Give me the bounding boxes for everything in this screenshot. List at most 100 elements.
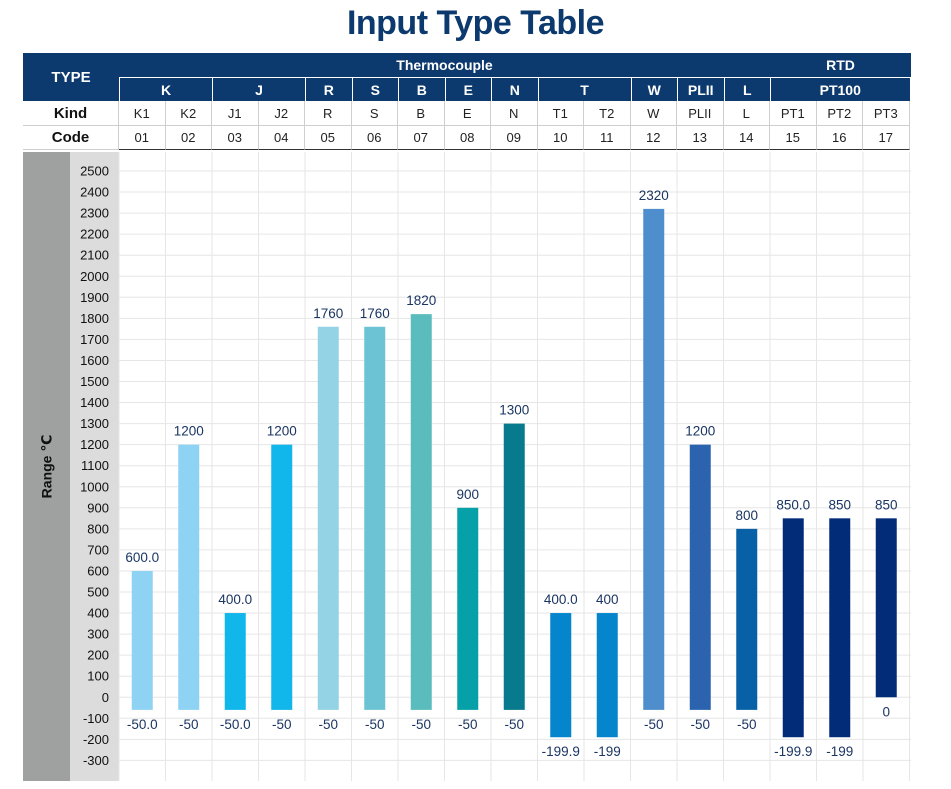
bar-n	[503, 423, 525, 710]
group-header-b: B	[398, 78, 445, 101]
min-value-label: -199.9	[542, 744, 580, 759]
group-header-t: T	[537, 78, 631, 101]
max-value-label: 1760	[313, 306, 343, 321]
group-header-n: N	[491, 78, 538, 101]
min-value-label: -50	[365, 717, 385, 732]
max-value-label: 800	[735, 508, 758, 523]
bar-pt2	[829, 518, 851, 738]
bar-k2	[178, 444, 200, 710]
y-tick-label: 2400	[80, 185, 109, 200]
bar-b	[410, 314, 432, 710]
y-tick-label: 900	[87, 500, 109, 515]
code-cell: 01	[119, 126, 166, 150]
y-tick-label: 100	[87, 669, 109, 684]
min-value-label: -50	[458, 717, 478, 732]
kind-cell: K2	[165, 101, 212, 126]
max-value-label: 1200	[267, 424, 297, 439]
y-tick-label: 1700	[80, 332, 109, 347]
group-header-k: K	[119, 78, 212, 101]
rtd-header: RTD	[770, 53, 911, 77]
max-value-label: 400	[596, 592, 619, 607]
max-value-label: 850	[828, 497, 851, 512]
bar-j1	[224, 613, 246, 710]
bar-r	[317, 326, 339, 710]
y-tick-label: 1600	[80, 353, 109, 368]
min-value-label: -50	[272, 717, 292, 732]
min-value-label: -50.0	[127, 717, 158, 732]
kind-cell: T2	[584, 101, 631, 126]
y-tick-label: 0	[102, 690, 109, 705]
bar-t2	[596, 613, 618, 738]
kind-cell: J1	[212, 101, 259, 126]
group-header-plii: PLII	[677, 78, 724, 101]
max-value-label: 1820	[406, 293, 436, 308]
code-cell: 14	[723, 126, 770, 150]
kind-cell: J2	[258, 101, 305, 126]
min-value-label: -50.0	[220, 717, 251, 732]
y-tick-label: 2000	[80, 269, 109, 284]
kind-cell: W	[630, 101, 677, 126]
y-tick-label: -100	[83, 711, 109, 726]
code-cell: 17	[863, 126, 910, 150]
kind-cell: PT3	[863, 101, 910, 126]
max-value-label: 1200	[685, 424, 715, 439]
min-value-label: -50	[411, 717, 431, 732]
kind-cell: B	[398, 101, 445, 126]
y-tick-label: 400	[87, 606, 109, 621]
max-value-label: 400.0	[544, 592, 578, 607]
y-tick-label: 1400	[80, 395, 109, 410]
max-value-label: 1200	[174, 424, 204, 439]
y-tick-label: 1300	[80, 416, 109, 431]
y-tick-label: -300	[83, 753, 109, 768]
code-cell: 16	[816, 126, 863, 150]
y-tick-label: 1200	[80, 437, 109, 452]
min-value-label: -50	[179, 717, 199, 732]
kind-cell: L	[723, 101, 770, 126]
group-header-s: S	[351, 78, 398, 101]
code-cell: 15	[770, 126, 817, 150]
max-value-label: 1300	[499, 403, 529, 418]
group-header-w: W	[630, 78, 677, 101]
y-tick-label: 2200	[80, 227, 109, 242]
bar-plii	[689, 444, 711, 710]
max-value-label: 850.0	[776, 497, 810, 512]
bar-t1	[550, 613, 572, 738]
kind-cell: PT2	[816, 101, 863, 126]
bar-j2	[271, 444, 293, 710]
group-header-j: J	[212, 78, 305, 101]
code-cell: 04	[258, 126, 305, 150]
code-cell: 10	[537, 126, 584, 150]
min-value-label: -50	[690, 717, 710, 732]
bar-s	[364, 326, 386, 710]
group-header-l: L	[723, 78, 770, 101]
code-cell: 13	[677, 126, 724, 150]
type-header: TYPE	[23, 53, 119, 101]
kind-cell: S	[351, 101, 398, 126]
kind-cell: T1	[537, 101, 584, 126]
y-axis-tick-panel	[70, 152, 119, 781]
code-cell: 08	[444, 126, 491, 150]
min-value-label: -50	[644, 717, 664, 732]
min-value-label: -199.9	[774, 744, 812, 759]
y-tick-label: 2500	[80, 164, 109, 179]
code-cell: 12	[630, 126, 677, 150]
code-cell: 03	[212, 126, 259, 150]
code-cell: 05	[305, 126, 352, 150]
code-cell: 02	[165, 126, 212, 150]
bar-l	[736, 528, 758, 710]
min-value-label: -50	[318, 717, 338, 732]
y-tick-label: 700	[87, 542, 109, 557]
code-row-label: Code	[23, 126, 119, 150]
page-title: Input Type Table	[346, 4, 605, 42]
min-value-label: -50	[504, 717, 524, 732]
kind-cell: PT1	[770, 101, 817, 126]
group-header-r: R	[305, 78, 352, 101]
min-value-label: 0	[882, 704, 890, 719]
min-value-label: -199	[594, 744, 621, 759]
kind-cell: R	[305, 101, 352, 126]
y-tick-label: 2100	[80, 248, 109, 263]
kind-cell: N	[491, 101, 538, 126]
kind-cell: PLII	[677, 101, 724, 126]
y-tick-label: 1000	[80, 479, 109, 494]
